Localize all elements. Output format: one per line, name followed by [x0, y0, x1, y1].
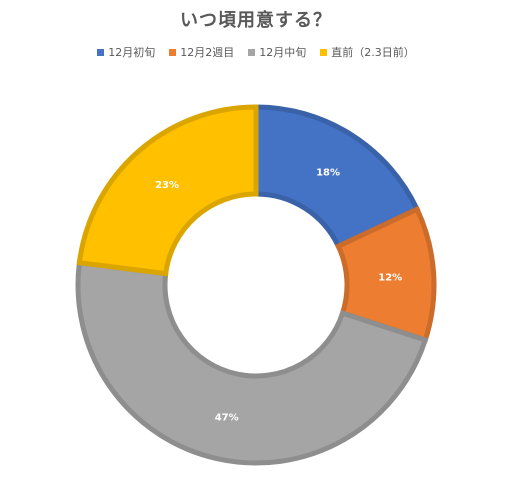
legend-swatch-december-week-2 [169, 48, 177, 56]
legend-item-mid-december: 12月中旬 [248, 44, 306, 60]
chart-title: いつ頃用意する？ [180, 10, 332, 31]
chart-legend: 12月初旬 12月2週目 12月中旬 直前（2.3日前） [0, 44, 512, 60]
legend-label-december-week-2: 12月2週目 [180, 46, 235, 59]
legend-swatch-mid-december [248, 48, 256, 56]
donut-slices [75, 104, 437, 466]
data-label-early-december: 18% [316, 167, 340, 178]
legend-item-december-week-2: 12月2週目 [169, 44, 234, 60]
donut-slice-mid-december [75, 259, 429, 466]
data-label-mid-december: 47% [215, 412, 239, 423]
donut-slice-just-before [76, 104, 259, 277]
legend-item-just-before: 直前（2.3日前） [320, 44, 415, 60]
legend-label-just-before: 直前（2.3日前） [331, 46, 415, 59]
data-label-december-week-2: 12% [378, 273, 402, 284]
donut-labels: 18% 12% 47% 23% [155, 167, 402, 423]
legend-swatch-early-december [97, 48, 105, 56]
legend-label-early-december: 12月初旬 [108, 46, 156, 59]
legend-item-early-december: 12月初旬 [97, 44, 155, 60]
legend-swatch-just-before [320, 48, 328, 56]
legend-label-mid-december: 12月中旬 [259, 46, 307, 59]
data-label-just-before: 23% [155, 180, 179, 191]
donut-slice-early-december [253, 104, 421, 250]
